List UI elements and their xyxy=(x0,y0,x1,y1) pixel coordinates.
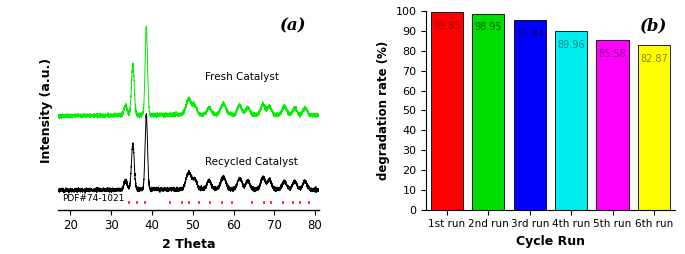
Text: 98.95: 98.95 xyxy=(475,22,502,33)
X-axis label: Cycle Run: Cycle Run xyxy=(516,235,585,248)
Bar xyxy=(472,13,504,210)
Bar xyxy=(514,20,546,210)
Bar xyxy=(597,40,629,210)
Text: Fresh Catalyst: Fresh Catalyst xyxy=(205,72,279,83)
X-axis label: 2 Theta: 2 Theta xyxy=(162,238,216,251)
Text: (a): (a) xyxy=(279,17,306,34)
Text: (b): (b) xyxy=(640,17,667,34)
Text: PDF#74-1021: PDF#74-1021 xyxy=(62,194,125,203)
Text: 99.85: 99.85 xyxy=(433,21,461,31)
Bar xyxy=(638,45,670,210)
Text: 85.58: 85.58 xyxy=(599,49,627,59)
Y-axis label: Intensity (a.u.): Intensity (a.u.) xyxy=(40,58,53,163)
Text: Recycled Catalyst: Recycled Catalyst xyxy=(205,156,298,167)
Text: 95.84: 95.84 xyxy=(516,29,544,39)
Text: 89.96: 89.96 xyxy=(558,40,585,50)
Bar xyxy=(431,12,463,210)
Text: 82.87: 82.87 xyxy=(640,54,668,64)
Bar xyxy=(555,31,587,210)
Y-axis label: degradation rate (%): degradation rate (%) xyxy=(377,41,390,180)
